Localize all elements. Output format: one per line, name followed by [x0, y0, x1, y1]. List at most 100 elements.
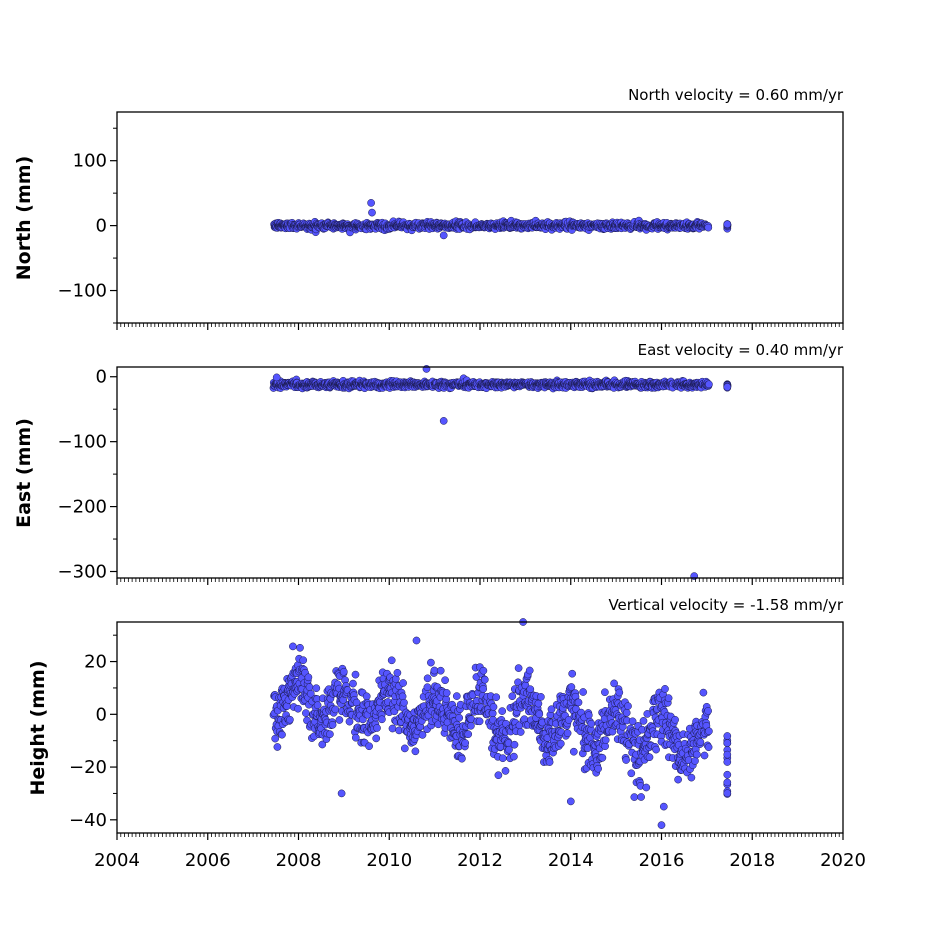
data-point — [345, 717, 354, 726]
data-point — [372, 734, 381, 743]
data-point — [479, 666, 488, 675]
data-point — [488, 709, 497, 718]
data-point — [400, 744, 409, 753]
data-point — [278, 730, 286, 739]
data-point — [349, 679, 357, 688]
x-tick-label: 2010 — [366, 850, 412, 871]
data-point — [639, 717, 648, 725]
data-point — [723, 220, 732, 229]
data-point — [455, 713, 464, 722]
data-point — [489, 703, 498, 711]
data-point — [534, 699, 543, 708]
east-y-axis-label: East (mm) — [13, 418, 35, 528]
data-point — [601, 688, 609, 697]
data-point — [299, 656, 308, 665]
data-point — [687, 773, 696, 782]
height-plot-frame — [116, 621, 844, 834]
data-point — [545, 758, 554, 766]
data-point — [436, 666, 445, 675]
data-point — [704, 743, 713, 752]
east-panel-title: East velocity = 0.40 mm/yr — [638, 341, 844, 359]
data-point — [411, 747, 420, 756]
data-point — [704, 707, 712, 715]
data-point — [305, 683, 314, 691]
data-point — [693, 750, 701, 759]
data-point — [423, 674, 432, 683]
data-point — [723, 732, 732, 740]
data-point — [388, 724, 397, 733]
data-point — [339, 667, 348, 676]
data-point — [326, 730, 334, 739]
data-point — [601, 736, 610, 744]
data-point — [289, 642, 297, 651]
data-point — [387, 656, 396, 665]
data-point — [723, 758, 732, 766]
data-point — [494, 771, 503, 780]
data-point — [464, 730, 473, 739]
data-point — [510, 740, 519, 749]
data-point — [294, 704, 302, 713]
data-point — [368, 208, 376, 217]
east-x-ticks — [116, 578, 844, 585]
data-point — [723, 770, 732, 779]
data-point — [441, 676, 449, 685]
data-point — [399, 679, 407, 687]
data-point — [480, 675, 489, 684]
data-point — [302, 709, 310, 717]
data-point — [704, 223, 713, 232]
data-point — [439, 417, 448, 425]
x-axis-year-labels: 2004 2006 2008 2010 2012 2014 2016 2018 2020 — [94, 850, 866, 871]
north-panel: North velocity = 0.60 mm/yr 100 0 −100 Nor… — [13, 86, 844, 330]
east-y-ticks: 0 −100 −200 −300 — [58, 367, 117, 583]
y-tick-label: −300 — [58, 562, 107, 583]
data-point — [671, 715, 679, 724]
y-tick-label: 20 — [84, 652, 107, 673]
data-point — [442, 689, 451, 697]
height-panel-title: Vertical velocity = -1.58 mm/yr — [608, 596, 843, 614]
east-data-points — [269, 365, 732, 580]
y-tick-label: 100 — [73, 151, 107, 172]
data-point — [664, 694, 673, 702]
data-point — [505, 745, 513, 754]
data-point — [271, 734, 280, 743]
data-point — [362, 692, 371, 701]
data-point — [723, 778, 732, 787]
data-point — [328, 720, 337, 729]
north-panel-title: North velocity = 0.60 mm/yr — [628, 86, 844, 104]
data-point — [514, 664, 523, 672]
y-tick-label: −100 — [58, 281, 107, 302]
data-point — [373, 724, 381, 732]
data-point — [331, 705, 340, 714]
data-point — [452, 692, 461, 700]
data-point — [563, 729, 572, 738]
north-y-axis-label: North (mm) — [13, 156, 35, 281]
data-point — [705, 380, 713, 389]
data-point — [674, 775, 682, 784]
y-tick-label: −20 — [69, 757, 107, 778]
data-point — [393, 668, 402, 677]
data-point — [587, 719, 596, 728]
data-point — [461, 739, 470, 747]
x-tick-label: 2008 — [276, 850, 322, 871]
y-tick-label: −40 — [69, 810, 107, 831]
data-point — [642, 783, 651, 792]
data-point — [537, 693, 545, 701]
x-tick-label: 2014 — [548, 850, 594, 871]
data-point — [508, 692, 517, 701]
data-point — [566, 797, 575, 806]
data-point — [510, 752, 518, 761]
x-tick-label: 2020 — [820, 850, 866, 871]
y-tick-label: 0 — [96, 367, 107, 388]
x-tick-label: 2016 — [639, 850, 685, 871]
data-point — [312, 684, 321, 693]
data-point — [286, 715, 294, 724]
data-point — [496, 742, 505, 751]
data-point — [652, 745, 660, 754]
height-y-ticks: 20 0 −20 −40 — [69, 634, 117, 831]
data-point — [556, 739, 565, 748]
data-point — [723, 750, 732, 759]
data-point — [700, 751, 709, 760]
data-point — [723, 739, 732, 747]
x-tick-label: 2004 — [94, 850, 140, 871]
data-point — [622, 756, 630, 764]
